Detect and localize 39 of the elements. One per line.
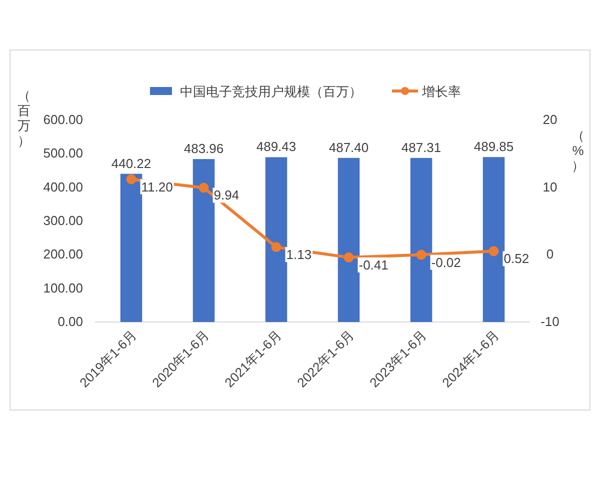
y-tick-label: 200.00 [43,246,83,262]
data-label: 11.20 [141,179,173,194]
point [198,182,209,193]
y-tick-label: 0.00 [58,314,83,329]
point [271,242,282,252]
y2-tick-label: 0 [546,246,554,262]
bar [120,174,142,322]
y-tick-label: 300.00 [43,213,83,228]
y-tick-label: 500.00 [43,146,83,161]
y-tick-label: 600.00 [43,112,83,127]
bar [338,158,360,322]
data-label: 487.31 [401,140,442,155]
data-label: 483.96 [184,141,224,156]
y2-tick-label: 10 [542,179,558,194]
data-label: 487.40 [328,140,369,155]
data-label: 9.94 [214,188,240,203]
data-label: 489.85 [474,139,514,154]
data-label: -0.02 [431,254,461,270]
data-label: 440.22 [111,156,152,171]
bar [482,157,505,322]
point [344,252,354,262]
y2-axis-title: （%） [572,128,584,173]
bar [410,158,432,322]
y2-tick-label: -10 [540,314,560,329]
point [488,246,499,256]
bar [265,157,288,322]
y-tick-label: 400.00 [43,179,83,194]
data-label: 0.52 [504,251,530,266]
data-label: -0.41 [358,257,388,272]
point [126,174,136,184]
point [416,250,426,260]
legend-label: 中国电子竞技用户规模（百万） [180,84,362,99]
data-label: 1.13 [286,247,312,262]
y-axis-title: （百万） [18,88,30,148]
y-tick-label: 100.00 [43,280,83,296]
bar [192,159,215,322]
data-label: 489.43 [256,139,296,154]
legend-label: 增长率 [421,84,461,99]
y2-tick-label: 20 [542,112,558,127]
